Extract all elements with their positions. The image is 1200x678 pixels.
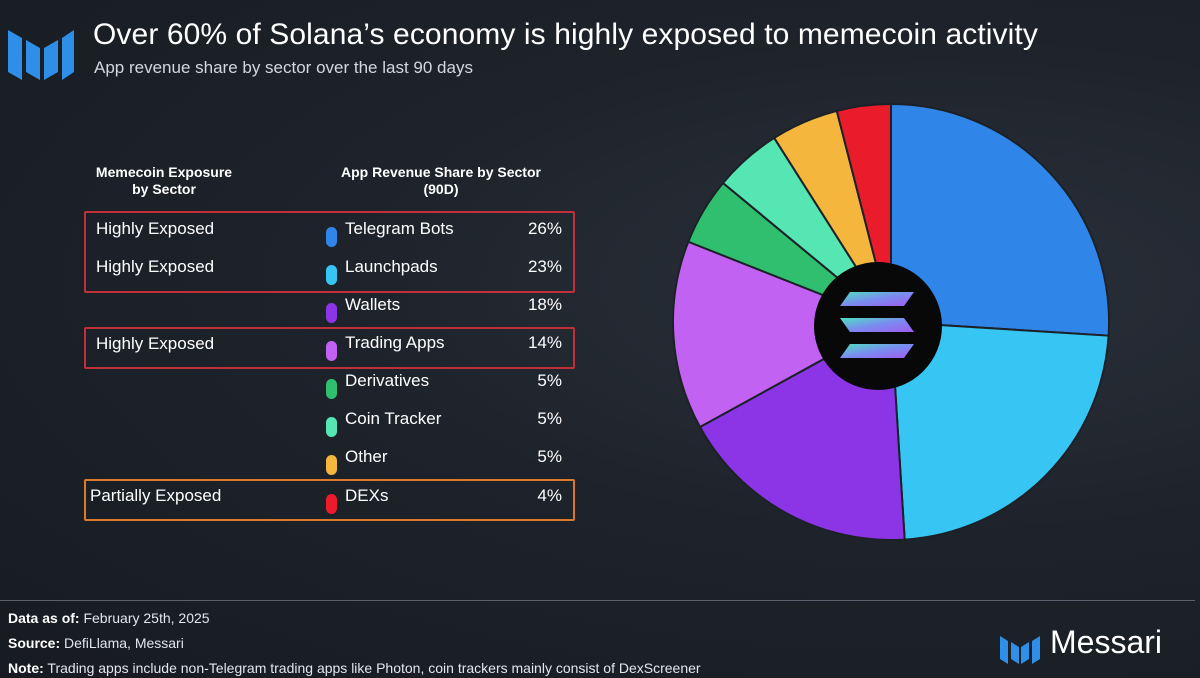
sector-row-launchpads: Launchpads 23%: [322, 257, 566, 285]
pie-center-hub: [814, 262, 942, 390]
sector-value-telegram-bots: 26%: [527, 219, 562, 238]
legend-swatch-trading-apps: [326, 341, 337, 361]
sector-value-launchpads: 23%: [527, 257, 562, 276]
messari-logo-icon: [8, 30, 74, 80]
revenue-column-header: App Revenue Share by Sector (90D): [318, 164, 564, 198]
brand-name: Messari: [1050, 624, 1163, 660]
sector-value-coin-tracker: 5%: [537, 409, 562, 428]
revenue-header-line-2: (90D): [423, 181, 459, 197]
sector-value-derivatives: 5%: [537, 371, 562, 390]
sector-row-dexs: DEXs 4%: [322, 486, 566, 514]
sector-row-telegram-bots: Telegram Bots 26%: [322, 219, 566, 247]
sector-label-coin-tracker: Coin Tracker: [345, 409, 442, 428]
pie-slice-trading-apps: [672, 240, 894, 429]
solana-logo-icon: [840, 292, 914, 358]
legend-swatch-launchpads: [326, 265, 337, 285]
sector-row-derivatives: Derivatives 5%: [322, 371, 566, 399]
exposure-header-line-1: Memecoin Exposure: [95, 164, 233, 180]
sector-label-trading-apps: Trading Apps: [345, 333, 445, 352]
sector-label-telegram-bots: Telegram Bots: [345, 219, 454, 238]
footer-source: Source: DefiLlama, Messari: [8, 635, 184, 651]
legend-swatch-other: [326, 455, 337, 475]
chart-title: Over 60% of Solana’s economy is highly e…: [93, 18, 1038, 51]
messari-brand: Messari: [1000, 622, 1194, 668]
legend-swatch-dexs: [326, 494, 337, 514]
highly-exposed-box-1: [84, 211, 575, 293]
pie-slice-telegram-bots: [890, 102, 1110, 337]
legend-swatch-wallets: [326, 303, 337, 323]
sector-label-other: Other: [345, 447, 388, 466]
sector-value-trading-apps: 14%: [527, 333, 562, 352]
data-as-of-label: Data as of:: [8, 610, 80, 626]
exposure-header-line-2: by Sector: [132, 181, 196, 197]
sector-row-coin-tracker: Coin Tracker 5%: [322, 409, 566, 437]
sector-row-other: Other 5%: [322, 447, 566, 475]
sector-label-launchpads: Launchpads: [345, 257, 438, 276]
source-label: Source:: [8, 635, 61, 651]
partially-exposed-box: [84, 479, 575, 521]
exposure-column-header: Memecoin Exposure by Sector: [74, 164, 254, 198]
chart-subtitle: App revenue share by sector over the las…: [94, 58, 473, 77]
highly-exposed-box-2: [84, 327, 575, 369]
sector-value-wallets: 18%: [527, 295, 562, 314]
sector-value-other: 5%: [537, 447, 562, 466]
data-as-of-value: February 25th, 2025: [83, 610, 210, 626]
sector-row-trading-apps: Trading Apps 14%: [322, 333, 566, 361]
exposure-label-launchpads: Highly Exposed: [96, 257, 215, 276]
sector-label-derivatives: Derivatives: [345, 371, 430, 390]
exposure-label-dexs: Partially Exposed: [90, 486, 222, 505]
note-label: Note:: [8, 660, 44, 676]
exposure-label-trading-apps: Highly Exposed: [96, 334, 215, 353]
sector-value-dexs: 4%: [537, 486, 562, 505]
sector-row-wallets: Wallets 18%: [322, 295, 566, 323]
exposure-label-telegram-bots: Highly Exposed: [96, 219, 215, 238]
note-value: Trading apps include non-Telegram tradin…: [47, 660, 701, 676]
source-value: DefiLlama, Messari: [64, 635, 184, 651]
footer-divider: [0, 600, 1195, 601]
legend-swatch-derivatives: [326, 379, 337, 399]
footer-note: Note: Trading apps include non-Telegram …: [8, 660, 701, 676]
messari-brand-icon: [1000, 636, 1040, 664]
revenue-header-line-1: App Revenue Share by Sector: [341, 164, 541, 180]
sector-label-wallets: Wallets: [345, 295, 401, 314]
legend-swatch-coin-tracker: [326, 417, 337, 437]
footer-data-as-of: Data as of: February 25th, 2025: [8, 610, 210, 626]
sector-label-dexs: DEXs: [345, 486, 389, 505]
pie-slice-launchpads: [889, 320, 1110, 541]
legend-swatch-telegram-bots: [326, 227, 337, 247]
